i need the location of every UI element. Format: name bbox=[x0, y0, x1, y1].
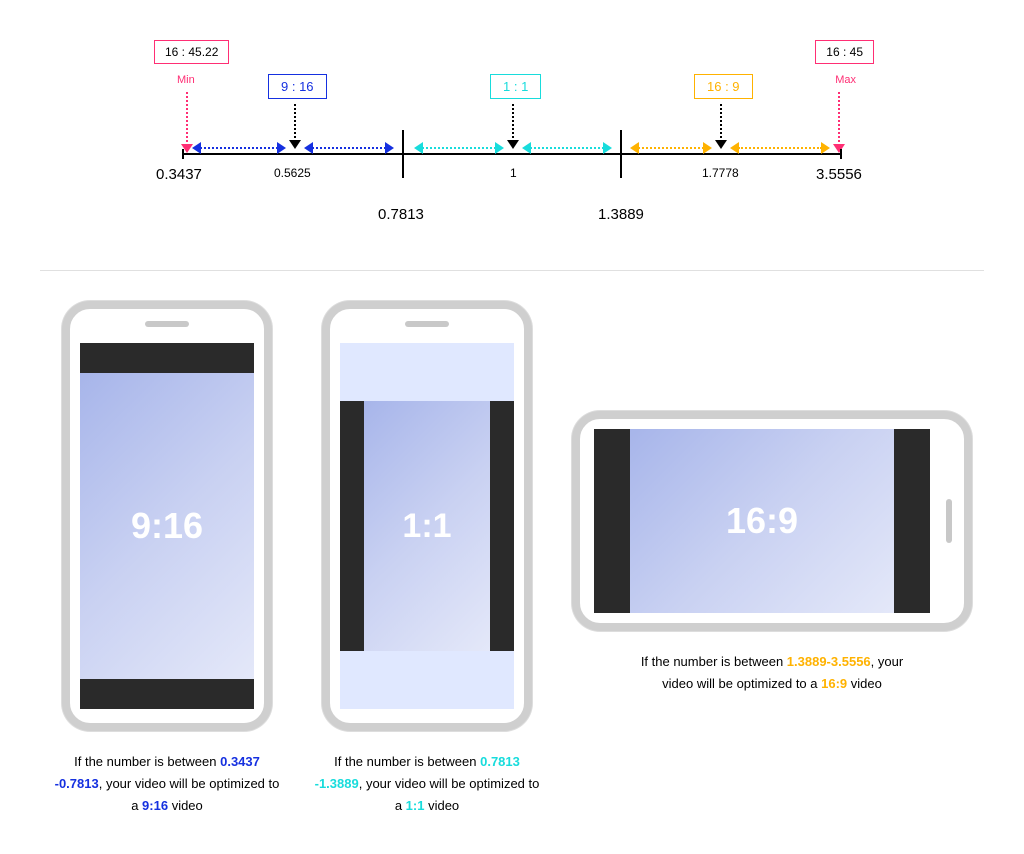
max-time-box: 16 : 45 bbox=[815, 40, 874, 64]
break-tick-left bbox=[402, 130, 404, 178]
speaker-icon bbox=[145, 321, 189, 327]
ratio-box-16-9: 16 : 9 bbox=[694, 74, 753, 99]
axis-value-16-9: 1.7778 bbox=[702, 166, 739, 180]
padding-bottom bbox=[340, 651, 514, 709]
phone-portrait-1-1: 1:1 bbox=[322, 301, 532, 731]
caption-9-16: If the number is between 0.3437 -0.7813,… bbox=[52, 751, 282, 817]
pointer-16-9 bbox=[720, 104, 722, 142]
range-arrow-blue-right bbox=[312, 147, 386, 149]
range-arrow-cyan-right bbox=[530, 147, 604, 149]
section-divider bbox=[40, 270, 984, 271]
phone-landscape-16-9: 16:9 bbox=[572, 411, 972, 631]
break-value-left: 0.7813 bbox=[378, 206, 424, 223]
phone-screen: 16:9 bbox=[594, 429, 930, 613]
video-area-9-16: 9:16 bbox=[80, 373, 254, 679]
range-arrow-blue-left bbox=[200, 147, 278, 149]
pillarbox-bar-right bbox=[490, 401, 514, 651]
arrowhead-left-icon bbox=[522, 142, 531, 154]
video-area-16-9: 16:9 bbox=[630, 429, 894, 613]
arrowhead-left-icon bbox=[304, 142, 313, 154]
arrowhead-right-icon bbox=[277, 142, 286, 154]
pointer-9-16 bbox=[294, 104, 296, 142]
caption-16-9: If the number is between 1.3889-3.5556, … bbox=[637, 651, 907, 695]
phone-col-16-9: 16:9 If the number is between 1.3889-3.5… bbox=[572, 301, 972, 695]
end-tick-right bbox=[840, 149, 842, 159]
min-label: Min bbox=[177, 74, 195, 86]
arrowhead-1-1 bbox=[507, 140, 519, 149]
range-arrow-cyan-left bbox=[422, 147, 496, 149]
padding-top bbox=[340, 343, 514, 401]
pillarbox-bar-left bbox=[594, 429, 630, 613]
max-pointer bbox=[838, 92, 840, 146]
letterbox-bar-top bbox=[80, 343, 254, 373]
max-arrowhead bbox=[833, 144, 845, 153]
speaker-icon bbox=[405, 321, 449, 327]
letterbox-bar-bottom bbox=[80, 679, 254, 709]
arrowhead-right-icon bbox=[385, 142, 394, 154]
axis-value-max: 3.5556 bbox=[816, 166, 862, 183]
speaker-icon bbox=[946, 499, 952, 543]
max-label: Max bbox=[835, 74, 856, 86]
phone-mockups: 9:16 If the number is between 0.3437 -0.… bbox=[40, 301, 984, 817]
phone-portrait-9-16: 9:16 bbox=[62, 301, 272, 731]
phone-screen: 9:16 bbox=[80, 343, 254, 709]
arrowhead-left-icon bbox=[414, 142, 423, 154]
arrowhead-left-icon bbox=[730, 142, 739, 154]
phone-screen: 1:1 bbox=[340, 343, 514, 709]
arrowhead-16-9 bbox=[715, 140, 727, 149]
ratio-box-1-1: 1 : 1 bbox=[490, 74, 541, 99]
end-tick-left bbox=[182, 149, 184, 159]
pillarbox-bar-left bbox=[340, 401, 364, 651]
axis-value-9-16: 0.5625 bbox=[274, 166, 311, 180]
range-arrow-yellow-right bbox=[738, 147, 822, 149]
video-area-1-1: 1:1 bbox=[364, 401, 490, 651]
aspect-ratio-timeline: 16 : 45.22 16 : 45 Min Max 9 : 16 1 : 1 … bbox=[122, 30, 902, 250]
min-time-box: 16 : 45.22 bbox=[154, 40, 229, 64]
pillarbox-bar-right bbox=[894, 429, 930, 613]
ratio-box-9-16: 9 : 16 bbox=[268, 74, 327, 99]
arrowhead-right-icon bbox=[495, 142, 504, 154]
arrowhead-right-icon bbox=[603, 142, 612, 154]
range-arrow-yellow-left bbox=[638, 147, 704, 149]
break-value-right: 1.3889 bbox=[598, 206, 644, 223]
arrowhead-left-icon bbox=[630, 142, 639, 154]
axis-value-min: 0.3437 bbox=[156, 166, 202, 183]
arrowhead-9-16 bbox=[289, 140, 301, 149]
arrowhead-left-icon bbox=[192, 142, 201, 154]
arrowhead-right-icon bbox=[703, 142, 712, 154]
phone-col-9-16: 9:16 If the number is between 0.3437 -0.… bbox=[52, 301, 282, 817]
phone-col-1-1: 1:1 If the number is between 0.7813 -1.3… bbox=[312, 301, 542, 817]
axis-value-1-1: 1 bbox=[510, 166, 517, 180]
pointer-1-1 bbox=[512, 104, 514, 142]
arrowhead-right-icon bbox=[821, 142, 830, 154]
min-pointer bbox=[186, 92, 188, 146]
caption-1-1: If the number is between 0.7813 -1.3889,… bbox=[312, 751, 542, 817]
break-tick-right bbox=[620, 130, 622, 178]
